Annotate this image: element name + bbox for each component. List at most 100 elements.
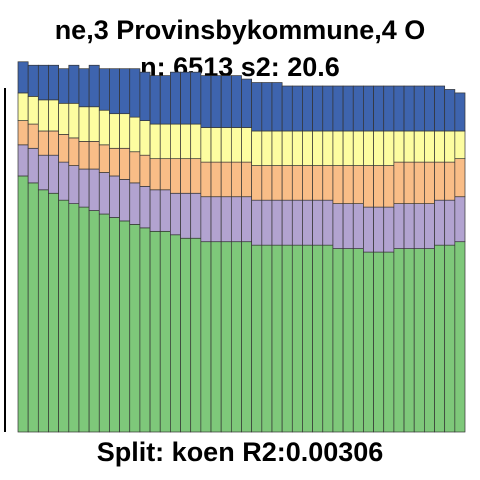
bar-segment-33-series-3 (352, 165, 364, 204)
bar-segment-19-series-1 (210, 241, 222, 433)
bar-segment-19-series-5 (210, 75, 222, 128)
bar-segment-25-series-4 (271, 130, 283, 166)
bar-segment-2-series-5 (37, 64, 49, 101)
bar-segment-1-series-5 (27, 64, 39, 97)
bar-segment-5-series-2 (68, 165, 80, 204)
bar-segment-28-series-3 (302, 165, 313, 201)
bar-segment-12-series-2 (139, 185, 151, 229)
bar-segment-41-series-4 (434, 130, 446, 163)
bar-segment-24-series-1 (261, 244, 273, 433)
bar-segment-6-series-3 (78, 141, 90, 170)
bar-segment-38-series-3 (403, 161, 415, 204)
bar-segment-11-series-4 (129, 116, 141, 153)
x-axis-label: Split: koen R2:0.00306 (97, 437, 384, 467)
bar-segment-24-series-2 (261, 199, 273, 246)
bar-segment-14-series-3 (159, 158, 171, 191)
bar-segment-20-series-3 (220, 161, 232, 198)
bar-segment-43-series-2 (454, 196, 466, 243)
bar-segment-43-series-4 (454, 130, 466, 160)
bar-segment-37-series-5 (393, 85, 405, 132)
bar-segment-17-series-4 (190, 123, 202, 160)
bar-segment-21-series-5 (230, 75, 242, 128)
bar-segment-9-series-5 (109, 68, 120, 115)
bar-segment-18-series-2 (200, 196, 212, 243)
bar-segment-6-series-2 (78, 168, 90, 208)
bar-segment-30-series-4 (322, 130, 334, 166)
bar-segment-12-series-3 (139, 154, 151, 187)
bar-segment-17-series-5 (190, 71, 202, 125)
bar-segment-14-series-4 (159, 123, 171, 160)
bar-segment-6-series-4 (78, 106, 90, 142)
bar-segment-29-series-2 (312, 199, 324, 246)
bar-segment-9-series-3 (109, 147, 120, 177)
bar-segment-12-series-1 (139, 227, 151, 433)
bar-segment-43-series-3 (454, 158, 466, 198)
bar-segment-39-series-1 (413, 248, 425, 433)
bar-segment-32-series-3 (342, 165, 354, 204)
bar-segment-15-series-1 (170, 234, 181, 433)
bar-segment-39-series-2 (413, 203, 425, 249)
bar-segment-38-series-2 (403, 203, 415, 249)
bar-segment-43-series-5 (454, 92, 466, 132)
bar-segment-22-series-2 (241, 196, 253, 243)
bar-segment-38-series-4 (403, 130, 415, 163)
bar-segment-18-series-3 (200, 161, 212, 198)
bar-segment-10-series-5 (119, 68, 131, 115)
bar-segment-31-series-1 (332, 248, 344, 433)
bar-segment-14-series-2 (159, 189, 171, 232)
bar-segment-25-series-1 (271, 244, 283, 433)
bar-segment-13-series-5 (149, 75, 161, 125)
bar-segment-0-series-4 (17, 92, 29, 121)
bar-segment-8-series-2 (98, 172, 110, 215)
bar-segment-21-series-2 (230, 196, 242, 243)
bar-segment-8-series-5 (98, 68, 110, 111)
bar-segment-40-series-3 (424, 161, 435, 204)
bar-segment-37-series-1 (393, 248, 405, 433)
bar-segment-20-series-5 (220, 75, 232, 128)
bar-segment-32-series-2 (342, 203, 354, 249)
bar-segment-23-series-5 (251, 82, 263, 132)
bar-segment-23-series-1 (251, 244, 263, 433)
bar-segment-37-series-3 (393, 161, 405, 204)
bar-segment-17-series-1 (190, 237, 202, 433)
bar-segment-11-series-5 (129, 68, 141, 118)
bar-segment-5-series-1 (68, 203, 80, 433)
bar-segment-26-series-4 (281, 130, 293, 166)
bar-segment-20-series-1 (220, 241, 232, 433)
bar-segment-39-series-4 (413, 130, 425, 163)
bar-segment-18-series-1 (200, 241, 212, 433)
bar-segment-24-series-5 (261, 82, 273, 132)
bar-segment-22-series-3 (241, 161, 253, 198)
bar-segment-36-series-3 (383, 165, 395, 208)
bar-segment-10-series-3 (119, 147, 131, 180)
bar-segment-35-series-5 (373, 85, 385, 132)
bar-segment-35-series-2 (373, 206, 385, 253)
bar-segment-28-series-2 (302, 199, 313, 246)
bar-segment-31-series-4 (332, 130, 344, 166)
bar-segment-19-series-4 (210, 127, 222, 163)
bar-segment-23-series-2 (251, 199, 263, 246)
bar-segment-38-series-1 (403, 248, 415, 433)
bar-segment-1-series-3 (27, 123, 39, 149)
bar-segment-8-series-3 (98, 144, 110, 173)
bar-segment-18-series-5 (200, 75, 212, 128)
bar-segment-7-series-1 (88, 210, 100, 433)
bar-segment-2-series-2 (37, 154, 49, 191)
bar-segment-9-series-2 (109, 175, 120, 218)
bar-segment-32-series-4 (342, 130, 354, 166)
bar-segment-30-series-3 (322, 165, 334, 201)
bar-segment-4-series-1 (58, 199, 70, 433)
bar-segment-34-series-1 (363, 251, 374, 433)
bar-segment-30-series-2 (322, 199, 334, 246)
bar-segment-30-series-5 (322, 85, 334, 132)
bar-segment-11-series-2 (129, 182, 141, 225)
bar-segment-40-series-2 (424, 203, 435, 249)
bar-segment-0-series-1 (17, 175, 29, 433)
bar-segment-6-series-1 (78, 206, 90, 433)
bar-segment-43-series-1 (454, 241, 466, 433)
bar-segment-14-series-5 (159, 75, 171, 125)
bar-segment-29-series-1 (312, 244, 324, 433)
bar-segment-10-series-1 (119, 220, 131, 433)
bar-segment-34-series-5 (363, 85, 374, 132)
